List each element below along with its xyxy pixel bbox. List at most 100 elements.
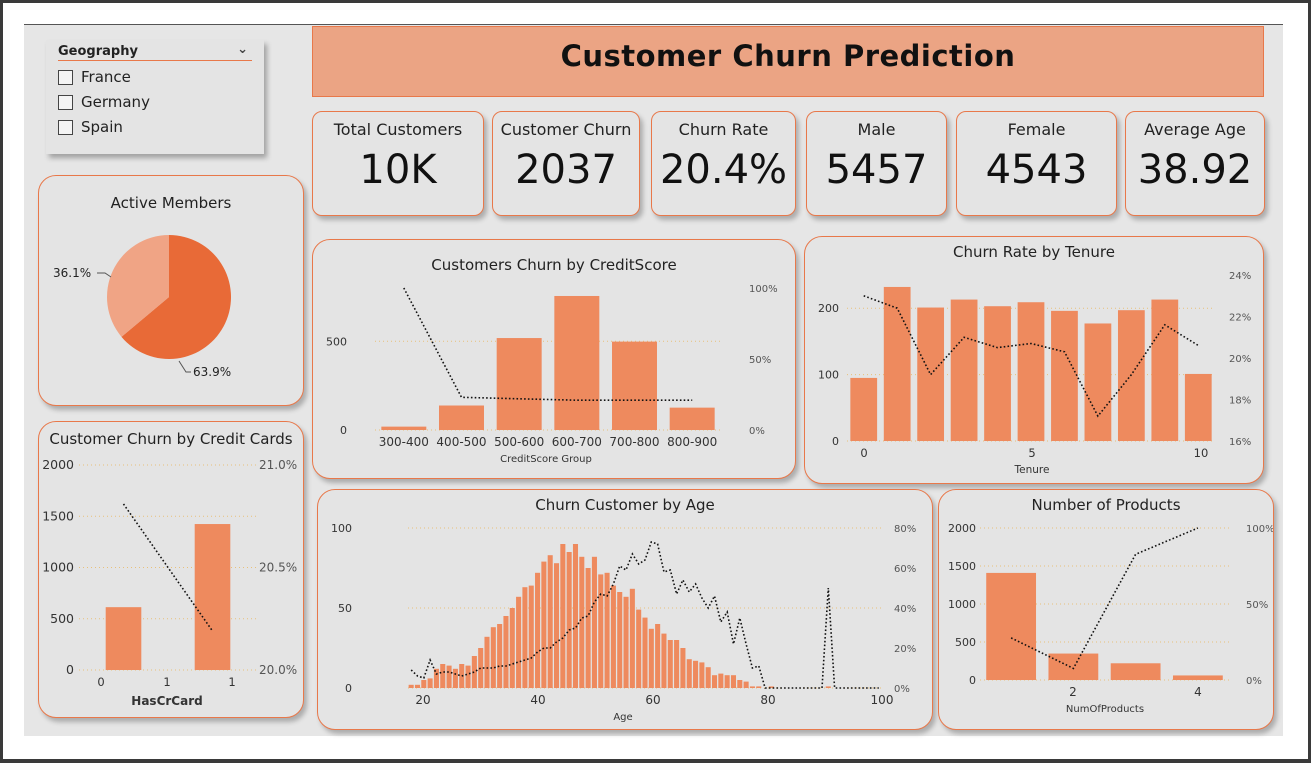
bar [560,544,566,688]
bar [509,608,515,688]
active-members-chart[interactable]: 63.9% 36.1% [39,176,303,405]
y2-tick-label: 20.5% [259,561,297,575]
bar [986,572,1037,680]
kpi-label: Churn Rate [678,120,769,139]
x-axis-label: HasCrCard [131,694,202,708]
geography-slicer[interactable]: Geography ⌄ France Germany Spain [46,40,264,154]
checkbox-germany[interactable] [58,94,73,110]
x-tick-label: 800-900 [667,435,717,449]
bar [718,673,724,688]
bar [541,561,547,688]
slicer-item-label: Spain [81,118,123,136]
y2-tick-label: 50% [749,355,771,366]
bar [478,648,484,688]
y-tick-label: 200 [818,302,839,315]
kpi-average-age[interactable]: Average Age 38.92 [1125,111,1265,216]
bar [1184,373,1212,441]
y-tick-label: 0 [969,674,976,687]
bar [522,587,528,688]
tenure-card[interactable]: Churn Rate by Tenure 0 100 200 16% 18% 20% 22%… [804,236,1264,484]
kpi-female[interactable]: Female 4543 [956,111,1117,216]
kpi-value: 4543 [985,147,1088,193]
bar [503,616,509,688]
y2-tick-label: 100% [1246,524,1273,535]
bar [1048,653,1099,680]
y-tick-label: 500 [955,636,976,649]
pie-slice [107,235,169,337]
x-axis-label: Age [613,712,632,723]
series-line [403,287,693,401]
creditscore-chart[interactable]: 0 500 0% 50% 100% 300-400 400-500 500-600 600-70… [313,240,795,478]
x-axis-label: CreditScore Group [500,454,592,465]
creditcards-chart[interactable]: 0 500 1000 1500 2000 20.0% 20.5% 21.0% 0 1 1 HasCrC… [39,422,303,717]
bar [414,684,421,688]
x-tick-label: 0 [860,446,867,460]
checkbox-france[interactable] [58,69,73,85]
bar [1172,675,1223,680]
creditscore-card[interactable]: Customers Churn by CreditScore 0 500 0% 50%… [312,239,796,479]
kpi-value: 5457 [825,147,928,193]
kpi-label: Male [857,120,896,139]
y2-tick-label: 18% [1229,396,1251,407]
bar [459,664,465,688]
age-card[interactable]: Churn Customer by Age 0 50 100 0% 20% 40% 60% 8… [317,489,933,730]
bar [737,680,743,688]
bar [381,426,427,430]
kpi-male[interactable]: Male 5457 [806,111,947,216]
series-line [122,503,214,632]
bar [497,624,503,688]
bar [433,668,439,688]
kpi-customer-churn[interactable]: Customer Churn 2037 [492,111,640,216]
slicer-item-france[interactable]: France [58,68,252,86]
y-tick-label: 1000 [948,598,976,611]
x-tick-label: 500-600 [494,435,544,449]
y2-tick-label: 24% [1229,271,1251,282]
kpi-label: Customer Churn [500,120,632,139]
bar [465,665,471,688]
kpi-total-customers[interactable]: Total Customers 10K [312,111,484,216]
slicer-item-spain[interactable]: Spain [58,118,252,136]
products-chart[interactable]: 0 500 1000 1500 2000 0% 50% 100% 2 4 NumOfProducts [939,490,1273,729]
bar [984,306,1011,441]
x-tick-label: 5 [1028,446,1035,460]
bar [674,640,680,688]
y2-tick-label: 0% [894,684,910,695]
y-tick-label: 100 [331,522,352,535]
x-tick-label: 0 [97,675,104,689]
kpi-label: Average Age [1144,120,1246,139]
bar [749,686,755,688]
tenure-chart[interactable]: 0 100 200 16% 18% 20% 22% 24% 0 5 10 Tenure [805,237,1263,483]
bar [585,568,591,688]
kpi-label: Female [1007,120,1066,139]
bar [547,555,553,688]
products-card[interactable]: Number of Products 0 500 1000 1500 2000 0% 50%… [938,489,1274,730]
active-members-card[interactable]: Active Members 63.9% 36.1% [38,175,304,406]
y2-tick-label: 21.0% [259,458,297,472]
y-tick-label: 1500 [948,560,976,573]
x-tick-label: 700-800 [609,435,659,449]
chevron-down-icon[interactable]: ⌄ [237,42,248,57]
slicer-item-germany[interactable]: Germany [58,93,252,111]
y-tick-label: 0 [832,435,839,448]
frame-bottom [0,759,1311,763]
chart-title: Customer Churn by Credit Cards [49,430,293,448]
bar [730,675,737,688]
bar [591,556,597,688]
kpi-value: 10K [359,147,437,193]
bar [705,667,711,688]
y-tick-label: 100 [818,369,839,382]
x-tick-label: 60 [645,693,660,707]
creditcards-card[interactable]: Customer Churn by Credit Cards 0 500 1000 1… [38,421,304,718]
bar [680,648,686,688]
bar [610,585,616,688]
bar [756,686,762,688]
slicer-header-label: Geography [58,44,138,59]
checkbox-spain[interactable] [58,119,73,135]
slicer-header[interactable]: Geography ⌄ [58,42,252,61]
bar [553,563,560,688]
x-tick-label: 300-400 [379,435,429,449]
y2-tick-label: 20.0% [259,663,297,677]
bar [636,609,642,688]
kpi-churn-rate[interactable]: Churn Rate 20.4% [651,111,796,216]
